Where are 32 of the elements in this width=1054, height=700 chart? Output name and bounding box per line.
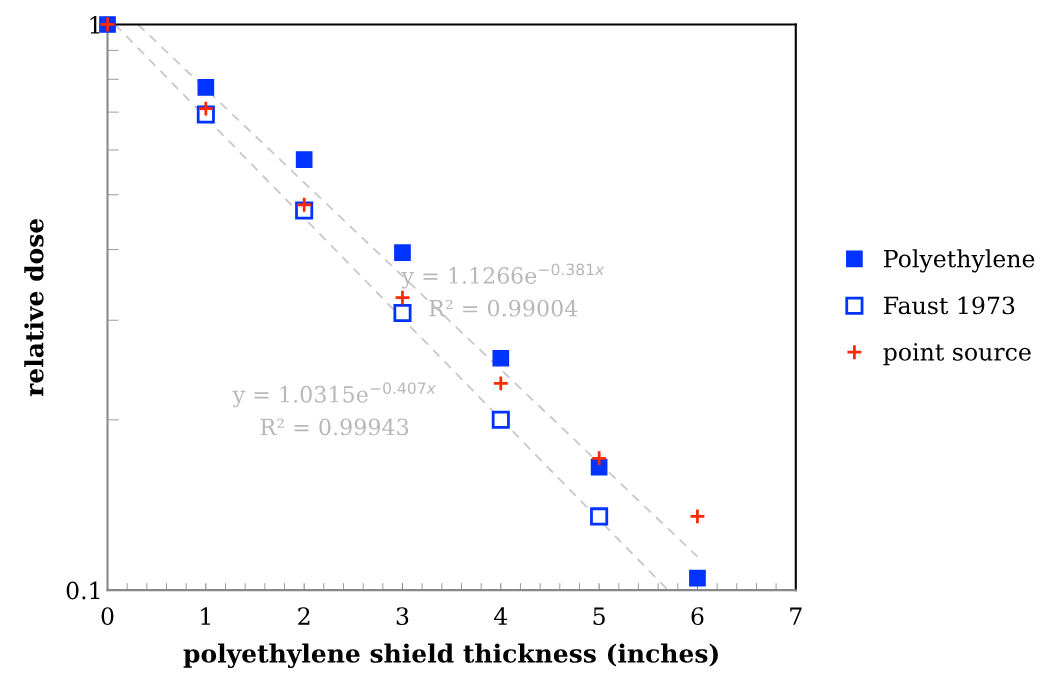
y-tick-label: 0.1	[66, 581, 100, 600]
point	[394, 289, 411, 306]
point	[197, 100, 215, 117]
annotation: R² = 0.99004	[429, 299, 578, 317]
x-tick-label: 2	[298, 607, 310, 625]
point	[492, 375, 510, 392]
point	[492, 349, 510, 367]
legend-label: point source	[883, 343, 1031, 366]
point	[393, 303, 412, 323]
x-tick-label: 4	[494, 607, 508, 625]
x-tick-label: 3	[396, 607, 409, 626]
point	[394, 244, 411, 261]
point	[197, 79, 215, 96]
x-tick-label: 1	[201, 607, 210, 625]
x-axis-title: polyethylene shield thickness (inches)	[183, 643, 718, 669]
point	[295, 151, 313, 168]
point	[491, 410, 510, 429]
annotation: y = 1.1266e$^{−0.381x}$	[401, 263, 605, 289]
point	[590, 449, 608, 467]
point	[689, 569, 706, 587]
point	[689, 508, 706, 525]
x-tick-label: 0	[101, 607, 114, 626]
annotation: y = 1.0315e$^{−0.407x}$	[232, 382, 436, 408]
annotation: R² = 0.99943	[260, 418, 409, 436]
legend-label: Polyethylene	[884, 249, 1035, 273]
y-axis-title: relative dose	[24, 218, 44, 397]
point	[590, 507, 609, 526]
x-tick-label: 7	[790, 607, 802, 625]
x-tick-label: 5	[593, 607, 605, 626]
legend-label: Faust 1973	[884, 296, 1015, 315]
point	[295, 196, 313, 214]
x-tick-label: 6	[691, 607, 704, 626]
